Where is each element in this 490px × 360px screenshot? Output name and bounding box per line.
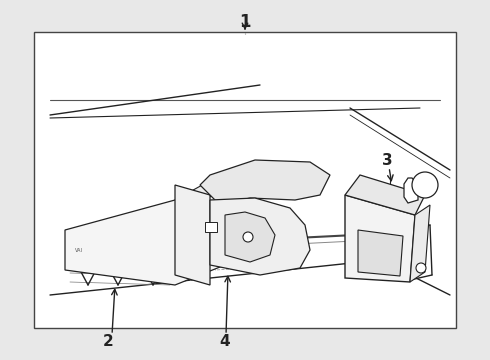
Text: VAI: VAI	[75, 248, 83, 253]
Polygon shape	[358, 230, 403, 276]
Polygon shape	[65, 195, 225, 285]
Text: 4: 4	[220, 334, 230, 350]
Polygon shape	[345, 175, 425, 215]
Polygon shape	[210, 198, 310, 275]
Text: 1: 1	[239, 13, 251, 31]
Polygon shape	[200, 160, 330, 205]
Polygon shape	[345, 195, 415, 282]
Polygon shape	[404, 178, 418, 203]
Polygon shape	[175, 175, 265, 200]
Bar	[34, 32, 456, 328]
Circle shape	[243, 232, 253, 242]
Polygon shape	[410, 205, 430, 282]
Polygon shape	[225, 212, 275, 262]
Circle shape	[416, 263, 426, 273]
Bar	[205, 222, 217, 232]
Polygon shape	[175, 185, 210, 285]
Circle shape	[412, 172, 438, 198]
Text: 3: 3	[382, 153, 392, 167]
Text: 2: 2	[102, 334, 113, 350]
